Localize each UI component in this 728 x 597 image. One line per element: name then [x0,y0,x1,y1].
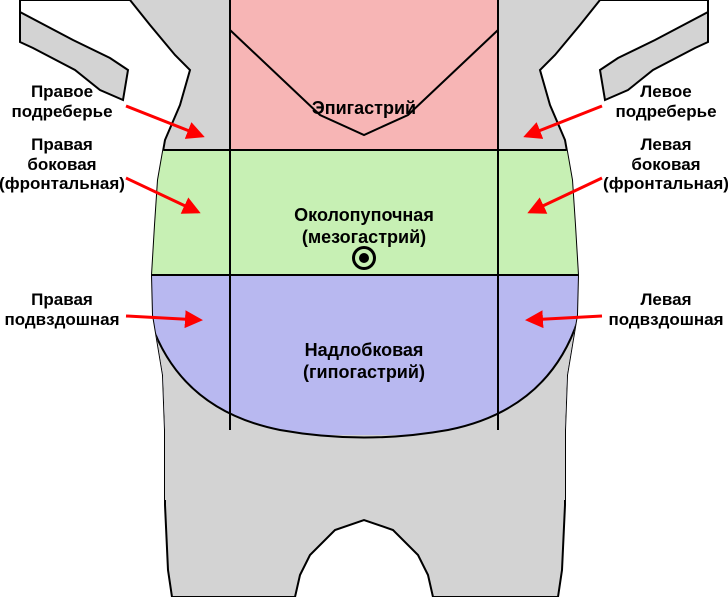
label-left-hypochondrium: Левое подреберье [615,82,716,121]
label-left-lumbar: Левая боковая (фронтальная) [603,135,728,194]
label-right-lumbar: Правая боковая (фронтальная) [0,135,125,194]
label-right-hypochondrium: Правое подреберье [11,82,112,121]
label-epigastric: Эпигастрий [312,98,416,120]
label-right-iliac: Правая подвздошная [4,290,119,329]
label-left-iliac: Левая подвздошная [608,290,723,329]
label-hypogastric: Надлобковая (гипогастрий) [303,340,425,383]
navel-icon [352,246,376,270]
diagram-stage: Эпигастрий Околопупочная (мезогастрий) Н… [0,0,728,597]
region-right-lumbar [120,150,230,275]
region-epigastric [230,0,498,150]
label-mesogastric: Околопупочная (мезогастрий) [294,205,434,248]
region-left-lumbar [498,150,618,275]
